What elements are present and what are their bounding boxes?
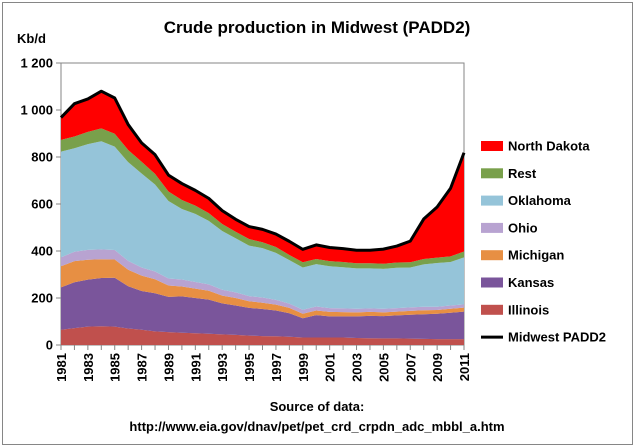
legend: North Dakota Rest Oklahoma Ohio Michigan Kans… [481, 139, 606, 345]
area-series-group [61, 91, 464, 345]
x-tick-label: 1981 [54, 353, 69, 382]
y-tick-label: 1 200 [20, 56, 53, 71]
area-series-michigan [61, 259, 464, 319]
x-tick-label: 1987 [135, 353, 150, 382]
x-tick-label: 1993 [215, 353, 230, 382]
legend-label-midwest-padd2: Midwest PADD2 [508, 330, 606, 345]
chart-canvas: Crude production in Midwest (PADD2) Kb/d… [17, 18, 606, 434]
area-series-oklahoma [61, 141, 464, 310]
legend-swatch-kansas [481, 277, 503, 288]
legend-swatch-north-dakota [481, 141, 503, 151]
legend-label-north-dakota: North Dakota [508, 139, 590, 154]
legend-label-rest: Rest [508, 166, 537, 181]
legend-swatch-michigan [481, 250, 503, 261]
x-tick-label: 1989 [161, 353, 176, 382]
area-series-kansas [61, 277, 464, 340]
legend-label-oklahoma: Oklahoma [508, 193, 572, 208]
x-tick-label: 1983 [81, 353, 96, 382]
x-tick-label: 1985 [108, 353, 123, 382]
x-tick-label: 2005 [376, 353, 391, 382]
y-axis: 0 200 400 600 800 1 000 1 200 [20, 56, 61, 353]
y-tick-label: 800 [31, 150, 53, 165]
legend-label-michigan: Michigan [508, 248, 564, 263]
y-tick-label: 0 [46, 338, 53, 353]
total-line-group [59, 89, 466, 252]
area-series-north-dakota [61, 91, 464, 264]
y-tick-label: 1 000 [20, 103, 53, 118]
x-tick-label: 2011 [457, 353, 472, 381]
x-axis: 1981 1983 1985 1987 1989 1991 1993 1995 1997 1999… [54, 345, 472, 382]
legend-swatch-illinois [481, 304, 503, 315]
legend-label-kansas: Kansas [508, 275, 554, 290]
legend-swatch-rest [481, 168, 503, 179]
area-series-ohio [61, 249, 464, 314]
x-tick-label: 1999 [296, 353, 311, 382]
x-tick-label: 2001 [323, 353, 338, 382]
area-series-illinois [61, 326, 464, 345]
y-tick-label: 200 [31, 291, 53, 306]
legend-label-ohio: Ohio [508, 220, 538, 235]
legend-swatch-oklahoma [481, 195, 503, 206]
x-tick-label: 2007 [403, 353, 418, 382]
chart-title: Crude production in Midwest (PADD2) [164, 18, 471, 37]
y-tick-label: 600 [31, 197, 53, 212]
x-tick-label: 2003 [350, 353, 365, 382]
x-tick-label: 1997 [269, 353, 284, 382]
legend-swatch-ohio [481, 222, 503, 233]
y-tick-label: 400 [31, 244, 53, 259]
x-tick-label: 1991 [188, 353, 203, 382]
source-caption: Source of data: [270, 399, 365, 414]
source-url: http://www.eia.gov/dnav/pet/pet_crd_crpd… [129, 419, 504, 434]
y-axis-unit-label: Kb/d [17, 31, 46, 46]
line-series-midwest-padd2 [59, 89, 466, 252]
legend-label-illinois: Illinois [508, 302, 549, 317]
x-tick-label: 2009 [430, 353, 445, 382]
x-tick-label: 1995 [242, 353, 257, 382]
